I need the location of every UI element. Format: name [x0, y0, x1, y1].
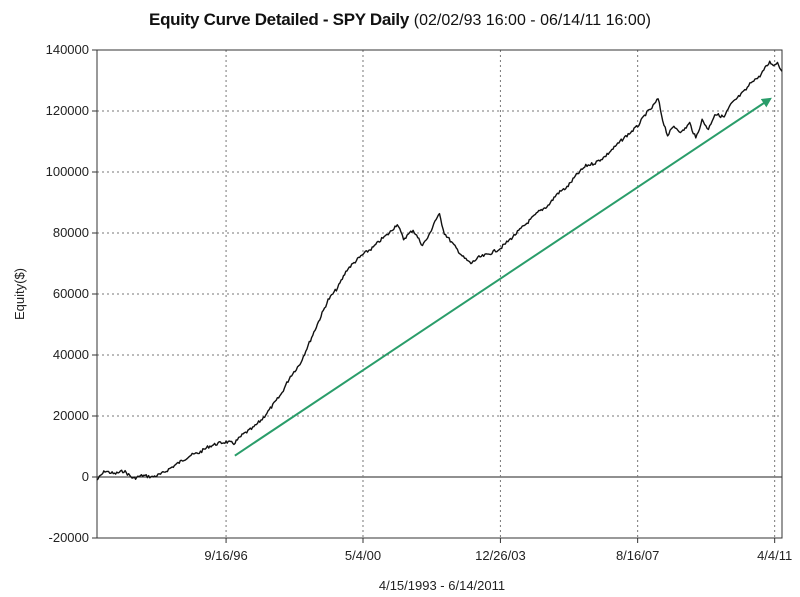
- plot-area-border: [96, 49, 783, 539]
- equity-line: [96, 60, 783, 481]
- y-tick-label: -20000: [49, 530, 89, 545]
- y-tick-label: 40000: [53, 347, 89, 362]
- gridlines: [97, 49, 782, 539]
- trend-arrow: [234, 97, 772, 457]
- x-axis: 9/16/96 5/4/00 12/26/03 8/16/07 4/4/11: [204, 538, 792, 563]
- chart-title-main: Equity Curve Detailed - SPY Daily: [149, 10, 410, 29]
- x-tick-label: 5/4/00: [345, 548, 381, 563]
- y-tick-label: 60000: [53, 286, 89, 301]
- x-tick-label: 9/16/96: [204, 548, 247, 563]
- y-tick-label: 120000: [46, 103, 89, 118]
- y-axis-label: Equity($): [12, 268, 27, 320]
- chart-title: Equity Curve Detailed - SPY Daily (02/02…: [0, 10, 800, 30]
- series-group: [96, 60, 783, 481]
- y-tick-label: 100000: [46, 164, 89, 179]
- y-tick-label: 80000: [53, 225, 89, 240]
- x-tick-label: 8/16/07: [616, 548, 659, 563]
- y-tick-label: 20000: [53, 408, 89, 423]
- x-tick-label: 4/4/11: [757, 548, 792, 563]
- x-axis-label: 4/15/1993 - 6/14/2011: [379, 578, 505, 593]
- annotations: [234, 97, 772, 457]
- x-tick-label: 12/26/03: [475, 548, 526, 563]
- chart-title-range: (02/02/93 16:00 - 06/14/11 16:00): [413, 12, 651, 29]
- y-tick-label: 0: [82, 469, 89, 484]
- y-axis: -20000 0 20000 40000 60000 80000 100000 120000 1…: [46, 42, 97, 545]
- y-tick-label: 140000: [46, 42, 89, 57]
